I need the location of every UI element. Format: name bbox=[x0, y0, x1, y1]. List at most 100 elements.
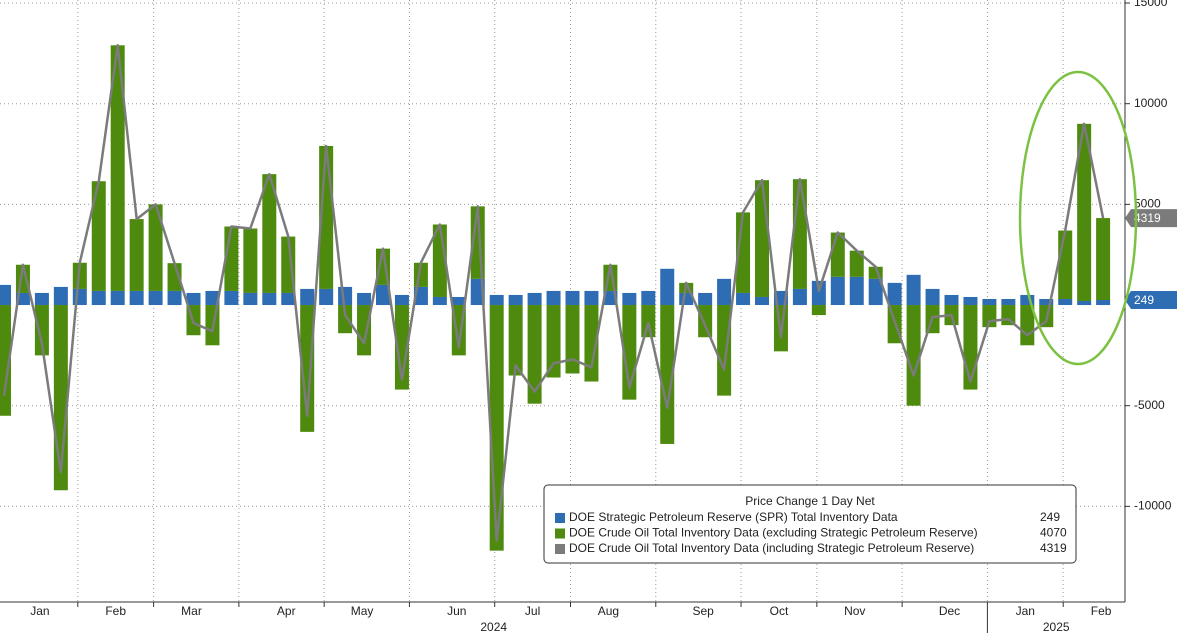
spr-bar bbox=[792, 288, 807, 306]
commercial-bar bbox=[1077, 123, 1092, 301]
spr-bar bbox=[186, 292, 201, 306]
commercial-bar bbox=[584, 305, 599, 382]
spr-bar bbox=[489, 294, 504, 306]
spr-bar bbox=[887, 282, 902, 306]
spr-bar bbox=[91, 290, 106, 306]
commercial-bar bbox=[338, 305, 353, 334]
legend-value: 249 bbox=[1040, 510, 1060, 524]
spr-bar bbox=[148, 290, 163, 306]
spr-bar bbox=[1058, 298, 1073, 306]
spr-bar bbox=[224, 290, 239, 306]
spr-bar bbox=[129, 290, 144, 306]
spr-bar bbox=[281, 292, 296, 306]
spr-bar bbox=[660, 268, 675, 306]
spr-bar bbox=[0, 284, 11, 306]
commercial-bar bbox=[849, 250, 864, 277]
x-tick-label: Feb bbox=[105, 604, 126, 618]
legend-swatch bbox=[555, 528, 565, 539]
x-tick-label: Oct bbox=[770, 604, 789, 618]
y-tick-label: -10000 bbox=[1134, 499, 1172, 513]
commercial-bar bbox=[717, 305, 732, 396]
spr-bar bbox=[1077, 301, 1092, 306]
commercial-bar bbox=[394, 305, 409, 390]
commercial-bar bbox=[148, 204, 163, 291]
commercial-bar bbox=[243, 228, 258, 293]
x-tick-label: Feb bbox=[1091, 604, 1112, 618]
legend-swatch bbox=[555, 513, 565, 523]
spr-bar bbox=[622, 292, 637, 306]
total-line bbox=[2, 44, 1105, 542]
spr-bar bbox=[736, 292, 751, 306]
commercial-bar bbox=[641, 305, 656, 338]
y-tick-label: 15000 bbox=[1134, 0, 1168, 9]
commercial-bar bbox=[1058, 230, 1073, 299]
x-tick-label: May bbox=[351, 604, 374, 618]
spr-bar bbox=[565, 290, 580, 306]
commercial-bar bbox=[300, 305, 315, 432]
spr-bar bbox=[53, 286, 68, 306]
commercial-bar bbox=[792, 179, 807, 289]
spr-bar bbox=[868, 278, 883, 306]
commercial-bar bbox=[660, 305, 675, 444]
x-tick-label: Apr bbox=[277, 604, 296, 618]
spr-bar bbox=[1096, 300, 1111, 306]
marks bbox=[0, 44, 1111, 551]
commercial-bar bbox=[508, 305, 523, 376]
y-tick-label: 10000 bbox=[1134, 96, 1168, 110]
spr-bar bbox=[584, 290, 599, 306]
spr-bar bbox=[1020, 294, 1035, 306]
commercial-bar bbox=[1020, 305, 1035, 346]
commercial-bar bbox=[811, 305, 826, 316]
spr-bar bbox=[205, 290, 220, 306]
x-tick-label: Aug bbox=[598, 604, 619, 618]
commercial-bar bbox=[755, 180, 769, 297]
legend-label: DOE Strategic Petroleum Reserve (SPR) To… bbox=[569, 510, 898, 524]
spr-bar bbox=[963, 296, 978, 306]
spr-bar bbox=[432, 296, 447, 306]
commercial-bar bbox=[357, 305, 372, 356]
spr-bar bbox=[641, 290, 656, 306]
commercial-bar bbox=[129, 219, 144, 291]
commercial-bar bbox=[830, 232, 845, 277]
spr-bar bbox=[982, 298, 997, 306]
x-group-label: 2024 bbox=[480, 620, 507, 633]
x-tick-label: Jan bbox=[1016, 604, 1035, 618]
highlight-ellipse bbox=[1018, 70, 1138, 366]
commercial-bar bbox=[698, 305, 713, 338]
legend-value: 4070 bbox=[1040, 526, 1067, 540]
legend-box bbox=[543, 484, 1077, 564]
commercial-bar bbox=[527, 305, 542, 404]
commercial-bar bbox=[110, 45, 125, 291]
spr-bar bbox=[527, 292, 542, 306]
legend: Price Change 1 Day Net DOE Strategic Pet… bbox=[543, 484, 1077, 564]
y-tick-label: -5000 bbox=[1134, 398, 1165, 412]
spr-bar bbox=[376, 284, 390, 306]
x-tick-label: Sep bbox=[692, 604, 714, 618]
spr-bar bbox=[357, 292, 372, 306]
spr-bar bbox=[698, 292, 713, 306]
last-value-tag bbox=[1125, 209, 1177, 228]
legend-label: DOE Crude Oil Total Inventory Data (excl… bbox=[569, 526, 978, 540]
legend-label: DOE Crude Oil Total Inventory Data (incl… bbox=[569, 541, 974, 555]
last-value-label: 249 bbox=[1134, 293, 1154, 307]
last-value-label: 4319 bbox=[1134, 211, 1161, 225]
spr-bar bbox=[906, 274, 921, 306]
commercial-bar bbox=[546, 305, 561, 378]
x-tick-label: Jul bbox=[525, 604, 540, 618]
legend-swatch bbox=[555, 544, 565, 554]
spr-bar bbox=[72, 288, 87, 306]
spr-bar bbox=[811, 280, 826, 306]
x-tick-label: Nov bbox=[844, 604, 865, 618]
x-tick-label: Jun bbox=[447, 604, 466, 618]
spr-bar bbox=[830, 276, 845, 306]
spr-bar bbox=[338, 286, 353, 306]
spr-bar bbox=[394, 294, 409, 306]
commercial-bar bbox=[91, 181, 106, 291]
spr-bar bbox=[451, 296, 466, 306]
commercial-bar bbox=[1096, 218, 1111, 301]
spr-bar bbox=[717, 278, 732, 306]
x-group-label: 2025 bbox=[1043, 620, 1070, 633]
y-tick-label: 5000 bbox=[1134, 197, 1161, 211]
